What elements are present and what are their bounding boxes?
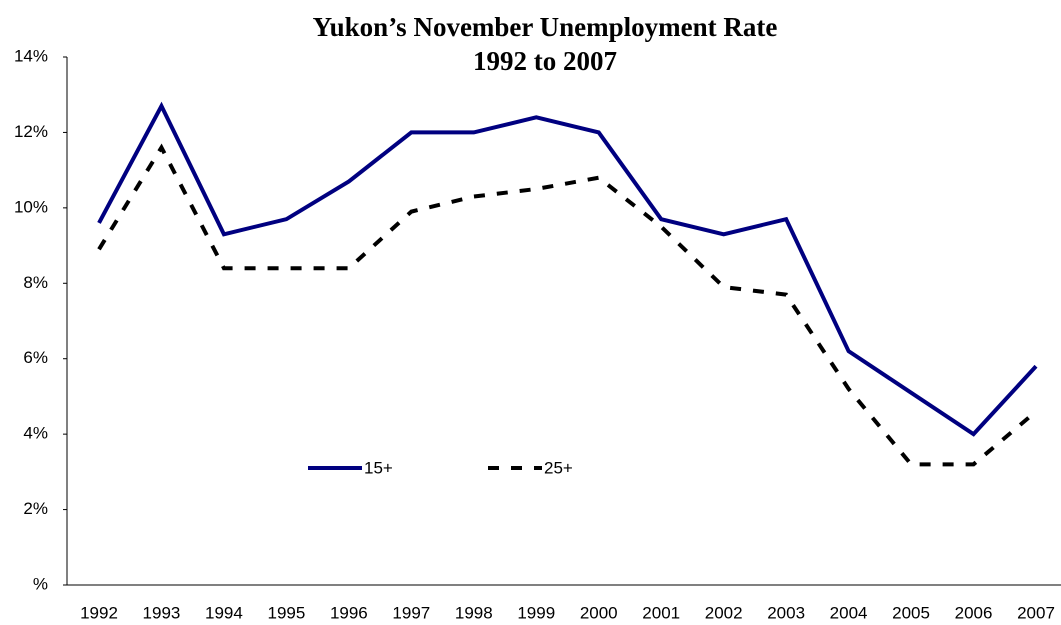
chart-subtitle: 1992 to 2007 xyxy=(473,46,617,76)
chart-title: Yukon’s November Unemployment Rate xyxy=(313,12,778,42)
x-tick-label: 1999 xyxy=(517,603,555,622)
x-tick-label: 2005 xyxy=(892,603,930,622)
legend-label: 25+ xyxy=(544,458,573,477)
x-tick-label: 2000 xyxy=(580,603,618,622)
x-tick-label: 2007 xyxy=(1017,603,1055,622)
x-tick-label: 1997 xyxy=(392,603,430,622)
x-tick-label: 2004 xyxy=(830,603,868,622)
x-tick-label: 1992 xyxy=(80,603,118,622)
x-tick-label: 1998 xyxy=(455,603,493,622)
x-tick-label: 1995 xyxy=(267,603,305,622)
series-line xyxy=(97,101,1038,437)
x-tick-label: 2006 xyxy=(955,603,993,622)
x-tick-label: 1994 xyxy=(205,603,243,622)
x-tick-label: 1996 xyxy=(330,603,368,622)
y-tick-label: 10% xyxy=(14,197,48,216)
y-tick-label: % xyxy=(33,574,48,593)
x-tick-label: 2002 xyxy=(705,603,743,622)
x-tick-label: 2003 xyxy=(767,603,805,622)
x-tick-label: 1993 xyxy=(143,603,181,622)
y-tick-label: 8% xyxy=(23,273,48,292)
y-tick-label: 4% xyxy=(23,424,48,443)
y-tick-label: 6% xyxy=(23,348,48,367)
y-tick-label: 14% xyxy=(14,46,48,65)
y-tick-label: 2% xyxy=(23,499,48,518)
legend-label: 15+ xyxy=(364,458,393,477)
series-line xyxy=(97,143,1038,467)
y-tick-label: 12% xyxy=(14,122,48,141)
x-tick-label: 2001 xyxy=(642,603,680,622)
